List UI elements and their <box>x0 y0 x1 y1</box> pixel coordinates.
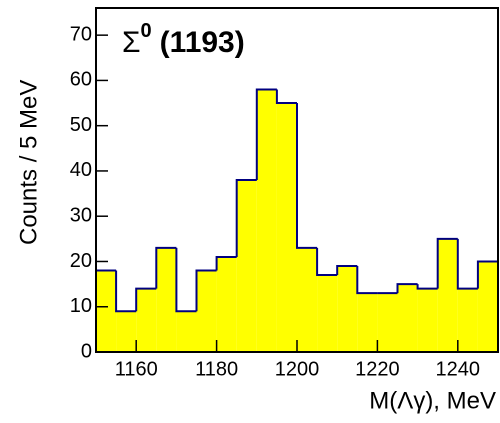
bar <box>317 275 338 352</box>
bar-outline <box>296 103 318 249</box>
bar-outline <box>336 265 358 276</box>
bar-outline <box>155 246 177 289</box>
bar-outline <box>275 89 297 105</box>
title-superscript: 0 <box>141 20 152 42</box>
y-tick-label: 40 <box>70 159 92 181</box>
bar <box>437 238 458 352</box>
bar <box>96 270 117 352</box>
chart-title: Σ0 (1193) <box>122 20 245 59</box>
y-tick-label: 70 <box>70 23 92 45</box>
bar-outline <box>115 270 137 313</box>
bar-outline <box>195 269 217 312</box>
y-tick-label: 10 <box>70 295 92 317</box>
bar-outline <box>215 255 237 271</box>
bar <box>276 103 297 352</box>
bar-outline <box>396 283 418 294</box>
bar-outline <box>235 179 257 257</box>
bar <box>196 270 217 352</box>
x-tick-label: 1240 <box>436 358 481 380</box>
bar-outline <box>135 287 157 312</box>
y-tick-label: 30 <box>70 204 92 226</box>
y-tick-label: 50 <box>70 114 92 136</box>
y-axis-label: Counts / 5 MeV <box>15 80 42 245</box>
bar-outline <box>436 237 458 289</box>
x-axis-label: M(Λγ), MeV <box>369 387 496 414</box>
x-tick-label: 1180 <box>195 358 238 380</box>
bar-outline <box>356 266 378 295</box>
bar <box>457 288 478 352</box>
bar <box>377 293 398 352</box>
bar <box>116 311 137 352</box>
y-tick-label: 60 <box>70 69 92 91</box>
bar <box>176 311 197 352</box>
bar <box>256 89 277 352</box>
bar <box>216 256 237 352</box>
bar-outline <box>416 284 438 290</box>
bar-outline <box>175 247 197 313</box>
bar <box>136 288 157 352</box>
bar-outline <box>316 247 338 277</box>
x-tick-label: 1200 <box>275 358 320 380</box>
bar-outline <box>255 88 277 180</box>
title-rest: (1193) <box>160 26 245 59</box>
bar-outline <box>456 238 478 290</box>
y-tick-label: 20 <box>70 250 92 272</box>
x-tick-label: 1160 <box>115 358 158 380</box>
bar <box>417 288 438 352</box>
title-symbol: Σ <box>122 26 141 59</box>
bar <box>357 293 378 352</box>
bar <box>236 180 257 352</box>
bar <box>297 247 318 352</box>
y-tick-label: 0 <box>81 340 92 362</box>
x-tick-label: 1220 <box>355 358 400 380</box>
bar <box>156 247 177 352</box>
bar <box>337 266 358 352</box>
bar <box>397 284 418 352</box>
bar <box>477 261 498 352</box>
